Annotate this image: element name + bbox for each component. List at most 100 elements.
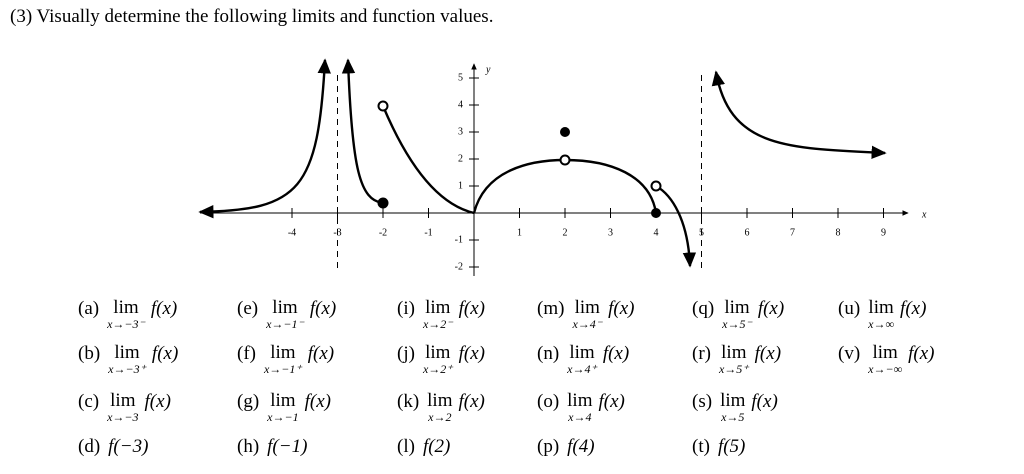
limit: lim x→4	[567, 390, 593, 424]
expression: f(x)	[757, 298, 785, 319]
x-tick-label: 1	[517, 227, 522, 238]
limit-subscript: x→∞	[868, 317, 895, 331]
limit-operator: lim	[567, 390, 593, 411]
x-tick-label: 5	[699, 227, 704, 238]
x-tick-label: -4	[288, 227, 296, 238]
limit: lim x→−1	[267, 391, 299, 424]
expression: f(x)	[144, 391, 171, 412]
expression: f(x)	[751, 391, 778, 412]
limit-operator: lim	[425, 342, 451, 363]
problem: (b) lim x→−3⁺ f(x)	[78, 343, 179, 376]
expression: f(x)	[598, 391, 625, 412]
problem-label: (h)	[237, 436, 260, 457]
y-axis-label: y	[485, 64, 491, 75]
limit-subscript: x→2⁺	[422, 362, 453, 376]
problem-label: (i)	[397, 298, 415, 319]
y-tick-label: -1	[455, 234, 463, 245]
x-tick-label: -3	[333, 227, 341, 238]
problem: (n) lim x→4⁺ f(x)	[537, 342, 629, 376]
limit-subscript: x→−1⁺	[263, 362, 302, 376]
title: (3) Visually determine the following lim…	[10, 6, 494, 27]
expression: f(x)	[150, 298, 178, 319]
y-tick-label: 4	[458, 99, 463, 110]
limit: lim x→−3⁻	[107, 298, 145, 331]
x-tick-label: 3	[608, 227, 613, 238]
problem: (g) lim x→−1 f(x)	[237, 391, 331, 424]
expression: f(x)	[900, 298, 927, 319]
problem-label: (m)	[537, 298, 565, 319]
limit-operator: lim	[427, 390, 453, 411]
expression: f(5)	[717, 436, 746, 457]
limit-subscript: x→−3	[107, 410, 139, 424]
limit: lim x→−3	[107, 390, 139, 424]
limit-subscript: x→2	[428, 410, 452, 424]
problem-label: (d)	[78, 436, 101, 457]
limit-operator: lim	[574, 297, 600, 318]
limit: lim x→−1⁻	[266, 297, 304, 331]
problem-label: (a)	[78, 298, 100, 319]
limit: lim x→2⁺	[422, 342, 453, 376]
problem: (a) lim x→−3⁻ f(x)	[78, 298, 178, 331]
y-tick-label: 1	[458, 180, 463, 191]
x-axis-label: x	[921, 209, 927, 220]
problem: (j) lim x→2⁺ f(x)	[397, 342, 485, 376]
problem: (o) lim x→4 f(x)	[537, 390, 625, 424]
limit-operator: lim	[724, 297, 750, 318]
curve	[472, 158, 658, 214]
limit-subscript: x→4	[568, 410, 592, 424]
problem-label: (p)	[537, 436, 560, 457]
open-point	[559, 154, 571, 166]
limit-subscript: x→−1⁻	[266, 317, 304, 331]
x-tick-label: 7	[790, 227, 795, 238]
limit: lim x→−∞	[868, 343, 902, 376]
problem-label: (s)	[692, 391, 713, 412]
problem-label: (k)	[397, 391, 420, 412]
expression: f(x)	[458, 391, 485, 412]
limit-operator: lim	[868, 297, 894, 318]
limit-operator: lim	[272, 297, 298, 318]
problem-label: (q)	[692, 298, 715, 319]
problem-label: (t)	[692, 436, 710, 457]
limit: lim x→2⁻	[423, 297, 453, 331]
limit-subscript: x→4⁺	[567, 362, 597, 376]
expression: f(x)	[458, 343, 485, 364]
expression: f(2)	[422, 436, 451, 457]
expression: f(x)	[151, 343, 179, 364]
curve	[198, 58, 331, 219]
open-point	[650, 180, 662, 192]
limit: lim x→5	[720, 391, 745, 424]
expression: f(x)	[309, 298, 337, 319]
problem: (u) lim x→∞ f(x)	[838, 297, 927, 331]
problem: (f) lim x→−1⁺ f(x)	[237, 343, 334, 376]
limit-operator: lim	[110, 390, 136, 411]
limit-operator: lim	[569, 342, 595, 363]
curve	[655, 184, 697, 268]
limit-operator: lim	[425, 297, 451, 318]
expression: f(x)	[754, 343, 782, 364]
limit: lim x→−1⁺	[263, 343, 302, 376]
problem: (i) lim x→2⁻ f(x)	[397, 297, 485, 331]
limit-subscript: x→5	[721, 410, 745, 424]
limit: lim x→4⁺	[567, 342, 597, 376]
problem: (m) lim x→4⁻ f(x)	[537, 297, 635, 331]
problem-label: (e)	[237, 298, 259, 319]
problem-label: (n)	[537, 343, 560, 364]
x-tick-label: 9	[881, 227, 886, 238]
limit: lim x→5⁺	[719, 343, 749, 376]
expression: f(−1)	[267, 436, 308, 457]
expression: f(x)	[608, 298, 635, 319]
limit-subscript: x→−1	[267, 410, 299, 424]
closed-point	[377, 197, 389, 209]
x-tick-label: -2	[379, 227, 387, 238]
problem: (v) lim x→−∞ f(x)	[838, 343, 935, 376]
problem: (t) f(5)	[692, 436, 745, 458]
y-tick-label: 3	[458, 126, 463, 137]
problem: (k) lim x→2 f(x)	[397, 390, 485, 424]
problem: (d) f(−3)	[78, 436, 148, 458]
expression: f(−3)	[108, 436, 149, 457]
problem-label: (b)	[78, 343, 101, 364]
limit: lim x→5⁻	[722, 297, 752, 331]
problem-label: (v)	[838, 343, 861, 364]
problem: (c) lim x→−3 f(x)	[78, 390, 171, 424]
closed-point	[560, 127, 570, 137]
